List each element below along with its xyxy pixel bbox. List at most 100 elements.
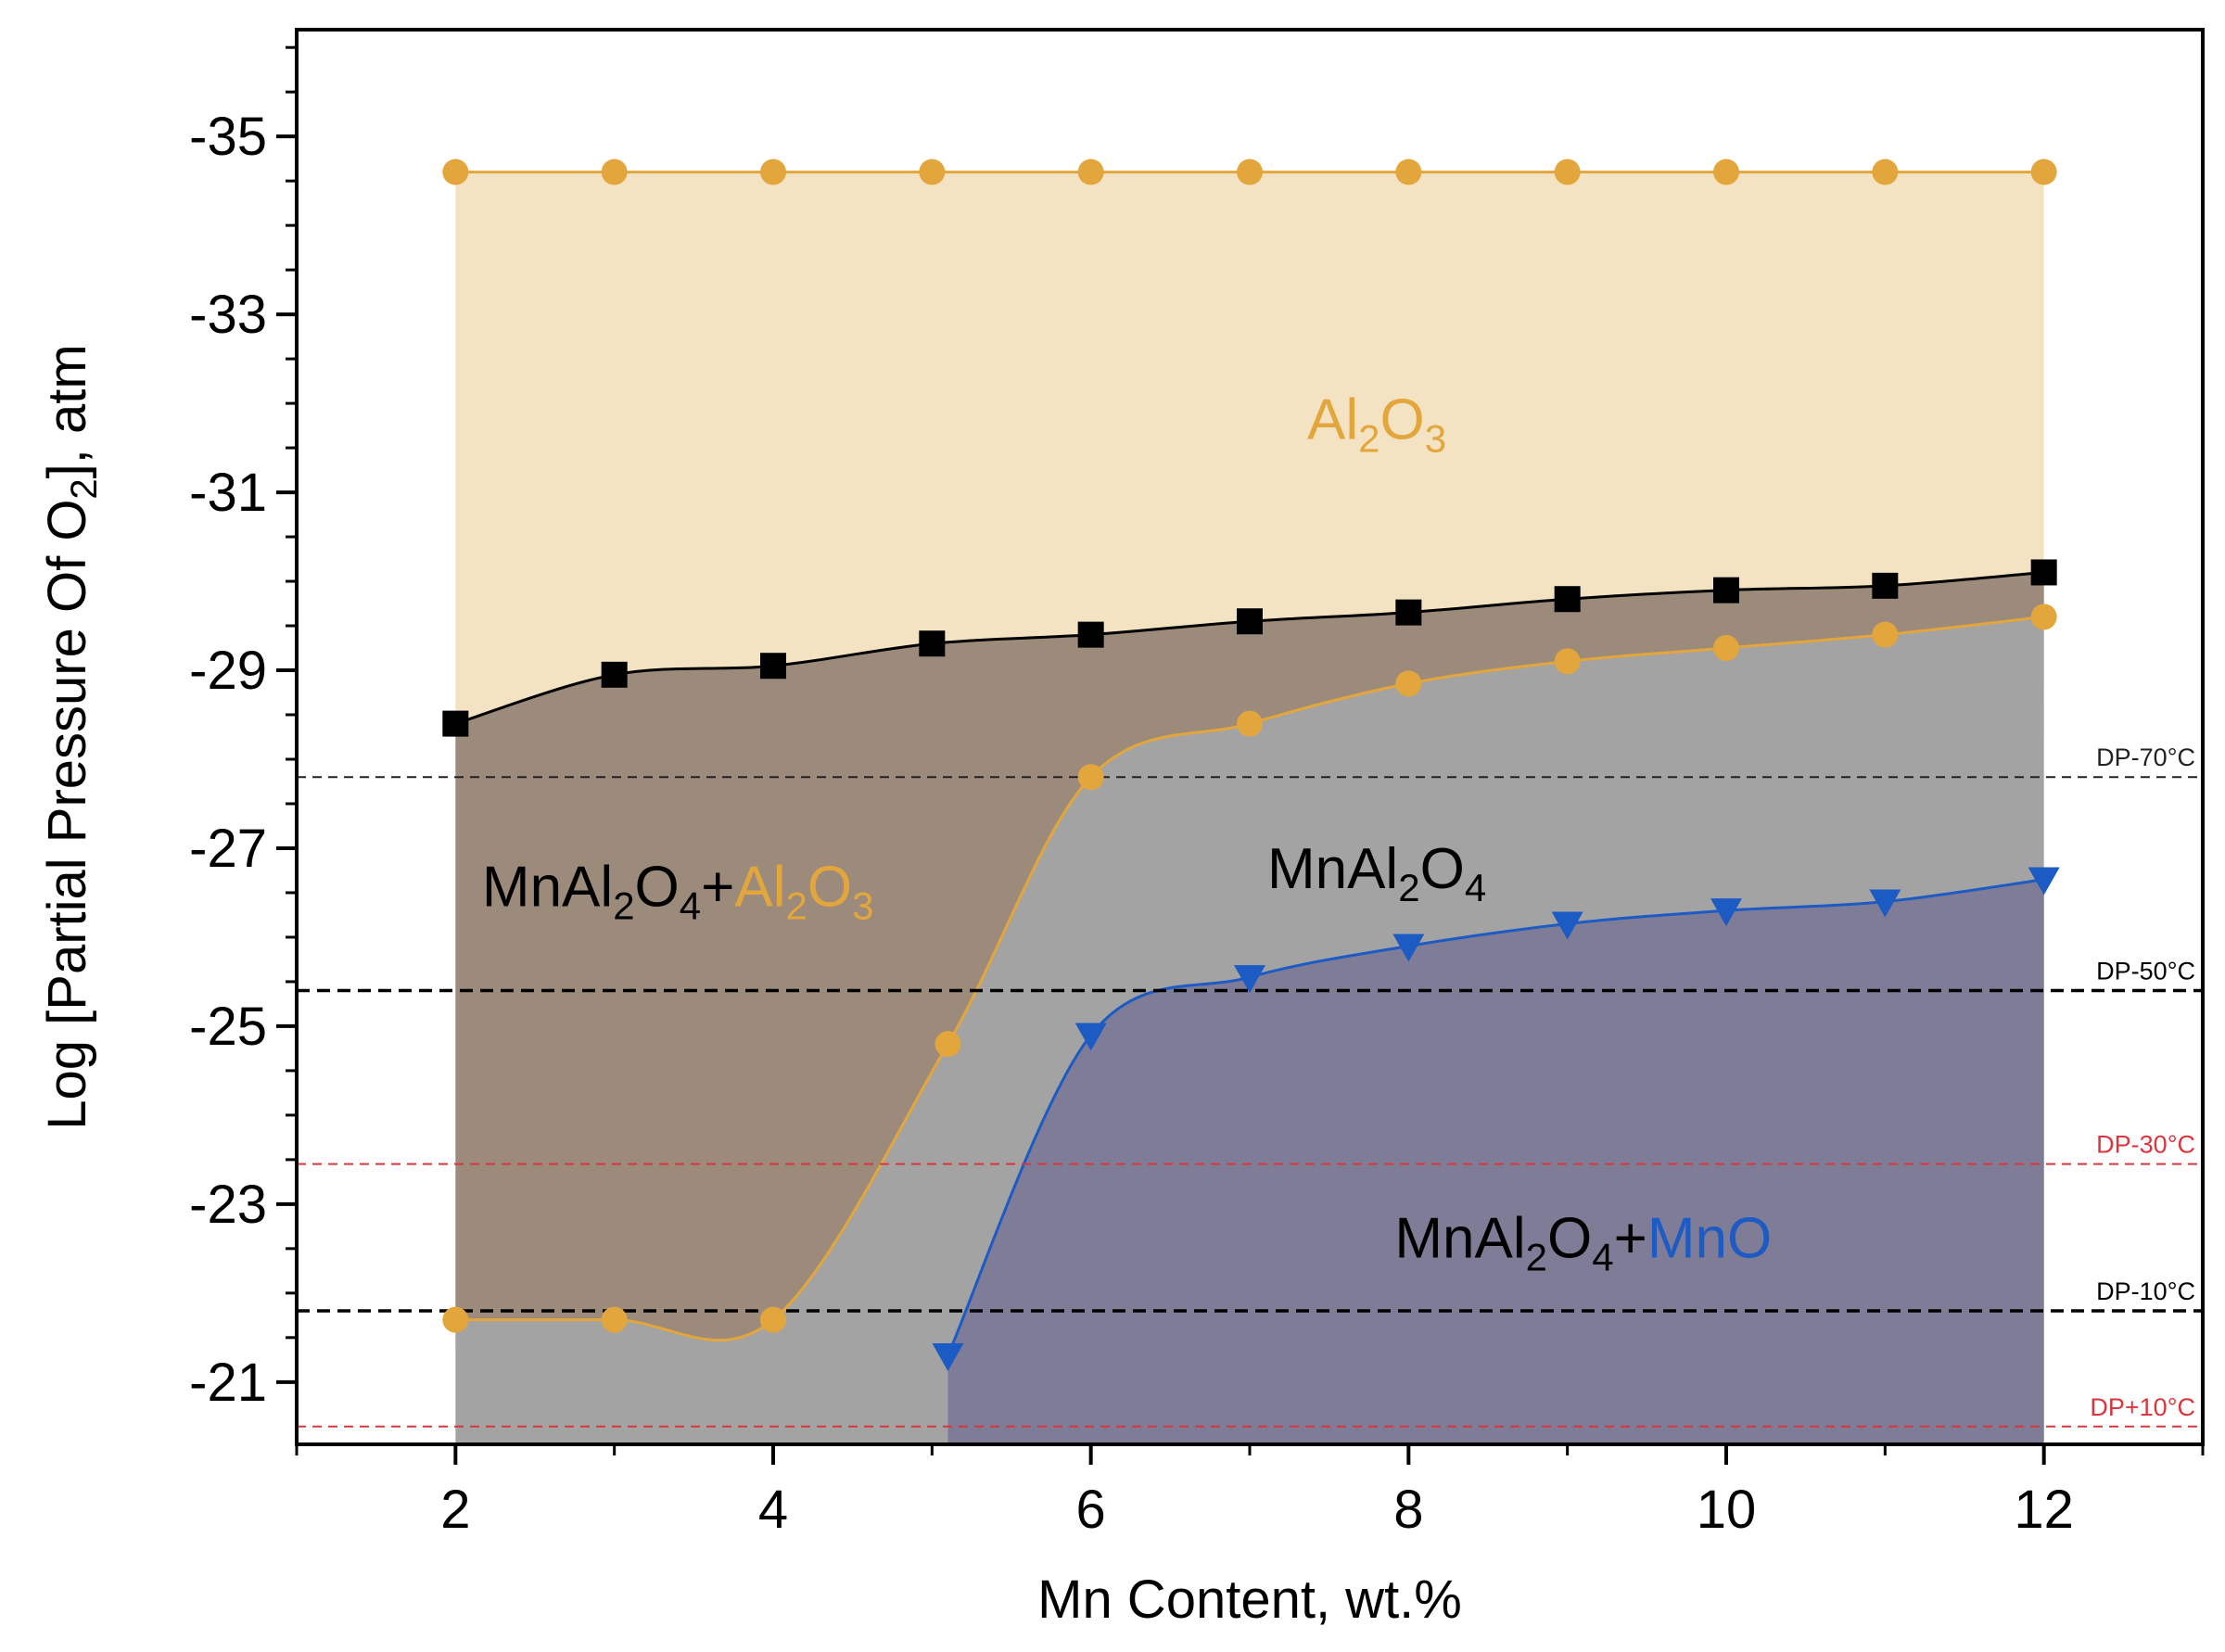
region-label-4-part-3: O bbox=[1547, 1206, 1592, 1270]
region-label-2-part-9: 3 bbox=[852, 883, 873, 927]
data-point-s1-7 bbox=[1395, 159, 1422, 185]
data-point-s3-8 bbox=[1554, 648, 1581, 675]
y-tick-label-4: -29 bbox=[189, 641, 267, 701]
data-point-s4-2 bbox=[1074, 1023, 1107, 1051]
data-point-s1-8 bbox=[1554, 159, 1581, 185]
region-label-4-part-5: + bbox=[1614, 1206, 1647, 1270]
reference-label-3: DP-30°C bbox=[2096, 1131, 2195, 1159]
data-point-s2-10 bbox=[1872, 572, 1899, 599]
region-label-4: MnAl2O4+MnO bbox=[1394, 1206, 1772, 1278]
data-point-s1-3 bbox=[760, 159, 786, 185]
reference-label-4: DP-10°C bbox=[2096, 1277, 2195, 1305]
series-line-3 bbox=[455, 615, 2044, 1342]
data-point-s4-7 bbox=[1869, 889, 1901, 918]
region-label-3: MnAl2O4 bbox=[1267, 837, 1486, 909]
region-mnal2o4-al2o3 bbox=[455, 572, 2044, 1341]
data-point-s3-7 bbox=[1395, 670, 1422, 697]
data-point-s3-9 bbox=[1713, 635, 1739, 662]
data-point-s1-4 bbox=[919, 159, 946, 185]
y-tick-label-5: -27 bbox=[189, 819, 267, 879]
data-point-s1-10 bbox=[1872, 159, 1899, 185]
data-point-s2-9 bbox=[1713, 577, 1739, 604]
region-label-3-part-2: 2 bbox=[1398, 866, 1419, 909]
x-tick-label-4: 8 bbox=[1393, 1480, 1423, 1540]
data-markers bbox=[442, 159, 2060, 1372]
data-point-s4-1 bbox=[932, 1343, 964, 1372]
region-label-3-part-1: MnAl bbox=[1267, 837, 1398, 901]
data-point-s3-1 bbox=[442, 1306, 469, 1333]
region-label-2-part-5: + bbox=[701, 855, 734, 919]
data-point-s2-8 bbox=[1554, 586, 1581, 613]
data-point-s2-4 bbox=[919, 630, 946, 657]
data-point-s1-1 bbox=[442, 159, 469, 185]
y-tick-label-3: -31 bbox=[189, 463, 267, 523]
data-point-s4-6 bbox=[1710, 898, 1742, 927]
data-point-s1-2 bbox=[601, 159, 628, 185]
data-point-s3-6 bbox=[1237, 710, 1263, 737]
data-point-s1-9 bbox=[1713, 159, 1739, 185]
region-label-2: MnAl2O4+Al2O3 bbox=[482, 855, 874, 927]
data-point-s2-6 bbox=[1237, 608, 1263, 635]
reference-label-1: DP-70°C bbox=[2096, 743, 2195, 771]
region-label-4-part-2: 2 bbox=[1526, 1235, 1547, 1278]
region-label-4-part-4: 4 bbox=[1592, 1235, 1613, 1278]
y-tick-label-6: -25 bbox=[189, 997, 267, 1057]
x-tick-label-6: 12 bbox=[2014, 1480, 2074, 1540]
data-point-s2-7 bbox=[1395, 599, 1422, 626]
x-axis-title: Mn Content, wt.% bbox=[1037, 1569, 1462, 1630]
data-point-s4-5 bbox=[1551, 911, 1583, 940]
data-point-s4-8 bbox=[2028, 867, 2060, 896]
y-axis-title-subscript: 2 bbox=[64, 478, 105, 499]
data-point-s3-3 bbox=[760, 1306, 786, 1333]
region-label-3-part-3: O bbox=[1420, 837, 1465, 901]
region-label-1: Al2O3 bbox=[1307, 388, 1446, 460]
data-point-s4-3 bbox=[1234, 965, 1265, 994]
data-point-s2-3 bbox=[760, 653, 786, 680]
reference-label-2: DP-50°C bbox=[2096, 958, 2195, 985]
data-point-s1-5 bbox=[1077, 159, 1104, 185]
y-axis-title-prefix: Log [Partial Pressure Of O bbox=[37, 500, 97, 1130]
region-label-1-part-3: O bbox=[1380, 388, 1425, 451]
x-tick-label-2: 4 bbox=[758, 1480, 788, 1540]
region-label-2-part-2: 2 bbox=[613, 883, 634, 927]
data-point-s2-2 bbox=[601, 661, 628, 688]
data-point-s3-5 bbox=[1077, 764, 1104, 791]
region-label-2-part-3: O bbox=[635, 855, 680, 919]
x-tick-label-1: 2 bbox=[440, 1480, 470, 1540]
data-point-s2-11 bbox=[2030, 559, 2057, 586]
region-al2o3 bbox=[455, 172, 2044, 724]
data-point-s2-1 bbox=[442, 710, 469, 737]
x-tick-label-5: 10 bbox=[1697, 1480, 1757, 1540]
region-label-2-part-4: 4 bbox=[680, 883, 701, 927]
x-tick-label-3: 6 bbox=[1076, 1480, 1106, 1540]
region-label-2-part-7: 2 bbox=[786, 883, 807, 927]
region-label-4-part-1: MnAl bbox=[1394, 1206, 1525, 1270]
series-line-4 bbox=[947, 878, 2044, 1356]
region-label-1-part-1: Al bbox=[1307, 388, 1358, 451]
data-point-s1-11 bbox=[2030, 159, 2057, 185]
region-label-3-part-4: 4 bbox=[1465, 866, 1486, 909]
data-point-s1-6 bbox=[1237, 159, 1263, 185]
y-tick-label-1: -35 bbox=[189, 107, 267, 167]
data-point-s2-5 bbox=[1077, 621, 1104, 648]
data-point-s4-4 bbox=[1392, 934, 1425, 962]
region-label-2-part-1: MnAl bbox=[482, 855, 613, 919]
y-tick-label-2: -33 bbox=[189, 285, 267, 345]
region-label-4-part-6: MnO bbox=[1647, 1206, 1772, 1270]
phase-regions bbox=[455, 172, 2044, 1444]
region-label-2-part-8: O bbox=[807, 855, 852, 919]
region-mnal2o4-mno bbox=[947, 879, 2044, 1444]
y-axis-title: Log [Partial Pressure Of O2], atm bbox=[37, 344, 105, 1129]
data-point-s3-11 bbox=[2030, 604, 2057, 630]
y-tick-label-8: -21 bbox=[189, 1353, 267, 1413]
data-point-s3-4 bbox=[934, 1031, 961, 1058]
region-label-1-part-4: 3 bbox=[1425, 416, 1446, 460]
data-point-s3-2 bbox=[601, 1306, 628, 1333]
axes: -35 -33 -31 -29 -27 -25 -23 -21 2 4 6 8 10 12 bbox=[189, 45, 2205, 1540]
region-label-1-part-2: 2 bbox=[1358, 416, 1380, 460]
data-point-s3-10 bbox=[1872, 621, 1899, 648]
y-axis-title-suffix: ], atm bbox=[37, 344, 97, 478]
